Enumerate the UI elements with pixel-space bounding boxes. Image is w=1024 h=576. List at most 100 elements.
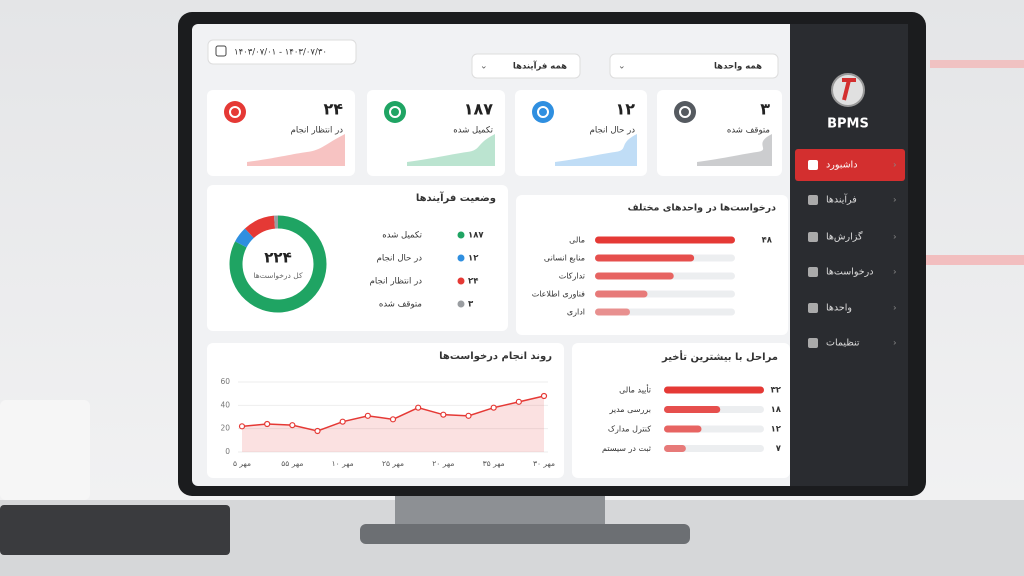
date-range: ۱۴۰۳/۰۷/۰۱ - ۱۴۰۳/۰۷/۳۰ — [234, 48, 327, 58]
line-point — [440, 411, 447, 418]
dropdown[interactable] — [471, 53, 581, 79]
line-point — [540, 392, 548, 400]
line-point — [289, 422, 296, 429]
kpi-icon — [384, 101, 406, 123]
line-point — [515, 398, 522, 405]
glow — [930, 60, 1024, 68]
chevron: › — [893, 233, 897, 243]
menu-icon — [808, 267, 818, 277]
legend-value: ۱۲ — [468, 254, 479, 264]
legend-value: ۲۴ — [468, 277, 478, 287]
y-tick-label: 60 — [220, 377, 230, 386]
panel — [207, 343, 564, 478]
legend-label: متوقف شده — [379, 300, 422, 310]
glow — [920, 255, 1024, 265]
line-point — [389, 416, 397, 423]
donut-total: ۲۲۴ — [264, 249, 291, 267]
x-tick-label: ۳۰ مهر — [533, 459, 555, 468]
menu-item[interactable]: واحدها — [826, 303, 852, 314]
legend-label: تکمیل شده — [382, 231, 422, 241]
legend-dot — [457, 254, 465, 262]
donut-segment — [235, 228, 254, 248]
line-point — [314, 427, 321, 435]
chevron: › — [893, 161, 897, 171]
kpi-icon — [674, 101, 696, 123]
legend-value: ۱۸۷ — [468, 231, 484, 241]
x-tick-label: ۲۵ مهر — [382, 459, 404, 468]
menu-item[interactable]: داشبورد — [826, 160, 857, 171]
x-tick-label: ۵ مهر — [233, 459, 251, 468]
bar — [664, 425, 702, 433]
bar — [595, 290, 648, 298]
kpi-icon — [224, 101, 246, 123]
donut-segment — [244, 215, 276, 239]
y-tick-label: 40 — [220, 400, 230, 409]
menu-item[interactable]: تنظیمات — [826, 338, 860, 349]
menu-item[interactable]: گزارش‌ها — [826, 231, 863, 243]
date-picker — [207, 39, 357, 65]
legend-dot — [457, 277, 465, 285]
sparkline — [555, 134, 637, 166]
kpi-label: در انتظار انجام — [291, 126, 344, 136]
bar — [664, 406, 721, 413]
line-point — [465, 412, 472, 419]
panel-title: درخواست‌ها در واحدهای مختلف — [628, 203, 777, 214]
x-tick-label: ۲۰ مهر — [432, 459, 454, 468]
y-tick-label: 0 — [225, 447, 230, 456]
bar — [664, 445, 686, 452]
x-tick-label: ۵۵ مهر — [281, 459, 303, 468]
dropdown[interactable] — [609, 53, 779, 79]
kpi-value: ۱۲ — [615, 100, 635, 119]
cup — [0, 400, 90, 500]
line-point — [238, 423, 246, 430]
panel-title: روند انجام درخواست‌ها — [439, 351, 552, 362]
legend-label: در انتظار انجام — [370, 277, 423, 287]
bar-label: مالی — [569, 236, 585, 245]
bar-label: تدارکات — [559, 272, 585, 281]
dropdown-label: همه فرآیندها — [513, 60, 567, 72]
bar-value: ۴۸ — [762, 236, 773, 246]
bar-label: اداری — [567, 308, 585, 317]
bar-value: ۱۸ — [771, 405, 782, 415]
panel-title: وضعیت فرآیندها — [416, 191, 496, 204]
kpi-icon-glyph — [229, 106, 241, 118]
monitor-base — [360, 524, 690, 544]
kpi-value: ۲۴ — [323, 100, 343, 119]
chevron: ⌄ — [618, 62, 626, 72]
line-point — [264, 420, 271, 428]
logo-text: BPMS — [827, 117, 869, 132]
bar-label: کنترل مدارک — [608, 425, 651, 434]
x-tick-label: ۳۵ مهر — [483, 459, 505, 468]
monitor-neck — [395, 494, 605, 528]
bar-label: بررسی مدیر — [608, 405, 651, 414]
chevron: ⌄ — [480, 62, 488, 72]
y-tick-label: 20 — [220, 424, 230, 433]
bar — [664, 386, 764, 394]
sparkline — [697, 134, 772, 166]
line-point — [364, 412, 371, 419]
kpi-label: متوقف شده — [727, 126, 770, 136]
kpi-icon-glyph — [679, 106, 691, 118]
kpi-icon-glyph — [389, 106, 401, 118]
line-point — [339, 418, 346, 425]
panel — [516, 195, 788, 335]
calendar-icon — [215, 45, 227, 57]
legend-dot — [457, 231, 465, 239]
bar-label: فناوری اطلاعات — [532, 290, 585, 299]
menu-item[interactable]: فرآیندها — [826, 193, 857, 206]
line-point — [490, 404, 497, 411]
menu-icon — [808, 160, 818, 170]
bar — [595, 272, 674, 280]
chevron: › — [893, 339, 897, 349]
menu-item[interactable]: درخواست‌ها — [826, 267, 873, 278]
bar-track — [595, 308, 735, 316]
kpi-value: ۱۸۷ — [464, 100, 494, 119]
donut-total-label: کل درخواست‌ها — [253, 271, 303, 280]
menu-active — [795, 149, 905, 181]
kpi-label: تکمیل شده — [453, 126, 493, 136]
kpi-icon — [532, 101, 554, 123]
legend-label: در حال انجام — [377, 254, 423, 264]
x-tick-label: ۱۰ مهر — [332, 459, 354, 468]
legend-value: ۳ — [468, 300, 474, 310]
